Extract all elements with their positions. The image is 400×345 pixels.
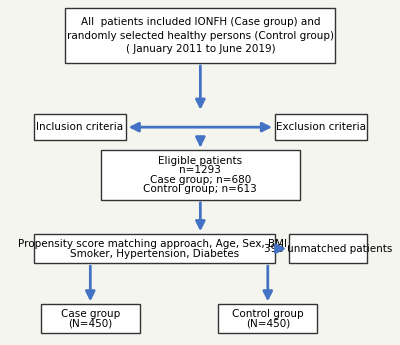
Text: Inclusion criteria: Inclusion criteria — [36, 122, 123, 132]
Text: Eligible patients: Eligible patients — [158, 156, 242, 166]
Text: Propensity score matching approach, Age, Sex, BMI,: Propensity score matching approach, Age,… — [18, 239, 290, 249]
Text: Control group: Control group — [232, 309, 304, 319]
FancyBboxPatch shape — [66, 8, 335, 63]
Text: Case group; n=680: Case group; n=680 — [150, 175, 251, 185]
Text: (N=450): (N=450) — [246, 319, 290, 329]
FancyBboxPatch shape — [41, 304, 140, 333]
Text: randomly selected healthy persons (Control group): randomly selected healthy persons (Contr… — [67, 31, 334, 41]
Text: 393 unmatched patients: 393 unmatched patients — [264, 244, 392, 254]
FancyBboxPatch shape — [101, 150, 300, 200]
FancyBboxPatch shape — [275, 114, 367, 140]
Text: All  patients included IONFH (Case group) and: All patients included IONFH (Case group)… — [80, 17, 320, 27]
FancyBboxPatch shape — [289, 234, 367, 263]
Text: Control group; n=613: Control group; n=613 — [144, 184, 257, 194]
FancyBboxPatch shape — [34, 114, 126, 140]
Text: Case group: Case group — [61, 309, 120, 319]
Text: ( January 2011 to June 2019): ( January 2011 to June 2019) — [126, 44, 275, 54]
Text: n=1293: n=1293 — [180, 165, 221, 175]
Text: Smoker, Hypertension, Diabetes: Smoker, Hypertension, Diabetes — [70, 249, 239, 259]
FancyBboxPatch shape — [218, 304, 318, 333]
Text: Exclusion criteria: Exclusion criteria — [276, 122, 366, 132]
Text: (N=450): (N=450) — [68, 319, 112, 329]
FancyBboxPatch shape — [34, 234, 275, 263]
